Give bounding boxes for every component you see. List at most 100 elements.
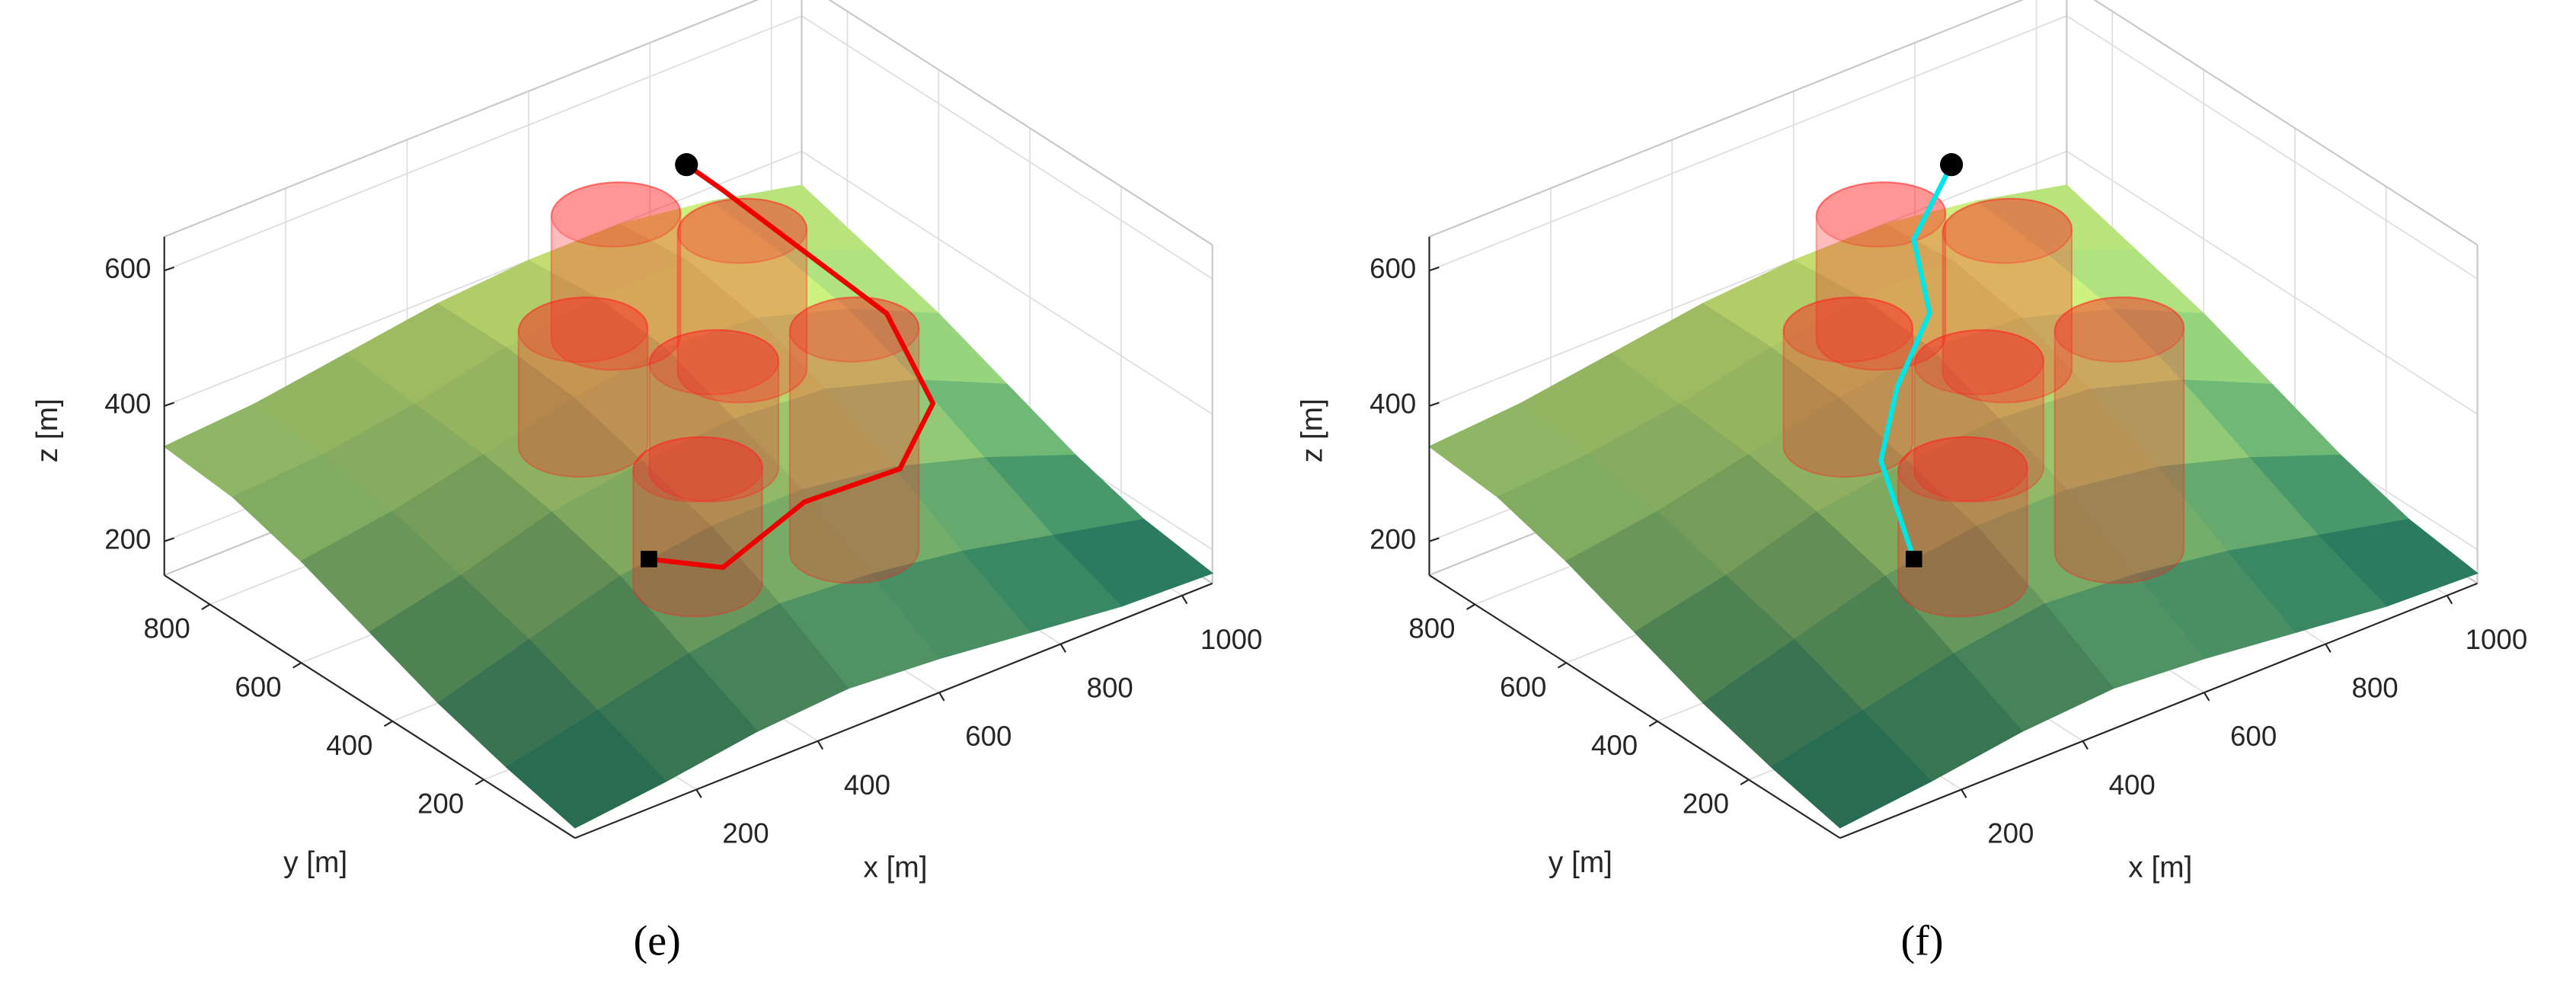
y-tick-label: 800 [1408, 613, 1455, 644]
y-axis [1428, 574, 1841, 839]
x-tick-label: 600 [2230, 721, 2277, 752]
x-tick [1181, 595, 1188, 605]
x-axis-label: x [m] [863, 851, 927, 884]
obstacle-top [2053, 296, 2185, 363]
grid-line [801, 15, 1213, 280]
x-tick [817, 740, 824, 750]
x-tick [2325, 643, 2332, 653]
z-axis-label: z [m] [1296, 398, 1329, 462]
x-tick [938, 692, 945, 702]
z-tick [1429, 401, 1440, 407]
panel: 200 400 600 800 1000 200 400 600 800 200 400 600 x [… [1296, 0, 2527, 964]
y-tick-label: 400 [1591, 730, 1638, 761]
x-axis [1839, 582, 2478, 839]
goal-marker [641, 551, 657, 567]
box-edge [1429, 0, 2025, 238]
obstacle-body [517, 296, 649, 478]
obstacle-body [2053, 296, 2185, 584]
y-axis-label: y [m] [1548, 846, 1612, 879]
grid-line [1429, 150, 2067, 407]
x-axis-label: x [m] [2128, 851, 2192, 884]
y-tick-label: 800 [144, 613, 190, 644]
obstacle-top [788, 296, 920, 363]
y-tick [201, 603, 211, 610]
z-tick-label: 200 [104, 523, 151, 555]
obstacle-top [1815, 181, 1947, 248]
y-tick-label: 400 [326, 730, 372, 761]
z-tick [1429, 537, 1440, 542]
y-tick-label: 200 [417, 788, 464, 820]
grid-line [2066, 15, 2479, 280]
z-tick [164, 266, 174, 272]
obstacle-top [1942, 197, 2073, 264]
y-tick [383, 720, 393, 727]
box-edge [164, 0, 759, 238]
y-tick [1648, 720, 1658, 727]
y-axis-label: y [m] [283, 846, 347, 879]
obstacle-top [1897, 436, 2028, 503]
x-tick-label: 1000 [2466, 624, 2528, 655]
y-tick [292, 662, 302, 669]
obstacle-body [1942, 197, 2073, 404]
obstacle-body [1782, 296, 1914, 478]
obstacle-top [632, 436, 763, 503]
x-tick [2082, 740, 2089, 750]
y-tick-label: 600 [235, 671, 281, 702]
grid-line [1429, 15, 2067, 272]
obstacle-top [517, 296, 649, 363]
x-tick-label: 200 [722, 818, 769, 849]
obstacle-top [648, 329, 780, 395]
obstacle-body [788, 296, 920, 584]
y-tick-label: 600 [1500, 671, 1546, 702]
x-tick [2446, 595, 2453, 605]
x-tick-label: 400 [2109, 769, 2156, 801]
x-tick [695, 788, 702, 798]
z-axis-label: z [m] [31, 398, 64, 462]
x-tick-label: 1000 [1200, 624, 1263, 655]
grid-line [2066, 150, 2479, 415]
grid-line [164, 150, 802, 407]
panel: 200 400 600 800 1000 200 400 600 800 200 400 600 x [… [31, 0, 1262, 964]
obstacle-body [632, 436, 763, 618]
z-tick [164, 401, 174, 407]
x-tick-label: 600 [965, 721, 1012, 752]
y-tick [1740, 778, 1750, 785]
x-tick-label: 800 [2351, 673, 2398, 704]
surface-patch [505, 710, 667, 829]
box-edge [2093, 0, 2479, 246]
x-tick-label: 400 [844, 769, 890, 801]
path-line [1878, 163, 1954, 561]
start-marker [1939, 153, 1964, 177]
z-tick-label: 600 [104, 253, 151, 284]
obstacle-body [648, 329, 780, 503]
grid-line [164, 15, 802, 272]
y-tick-label: 200 [1683, 788, 1729, 820]
x-tick [2204, 692, 2210, 702]
z-tick [1429, 266, 1440, 272]
panel-label: (f) [1901, 917, 1944, 964]
obstacle-body [1897, 436, 2028, 618]
obstacle-top [550, 181, 682, 248]
goal-marker [1905, 551, 1922, 567]
z-tick [164, 537, 174, 542]
y-tick [475, 778, 484, 785]
obstacle-body [1815, 181, 1947, 371]
y-axis [164, 574, 576, 839]
obstacle-top [676, 197, 808, 264]
z-tick-label: 200 [1369, 523, 1416, 555]
box-edge [828, 0, 1213, 246]
obstacle-body [550, 181, 682, 371]
panel-label: (e) [634, 917, 681, 964]
x-tick [1961, 788, 1967, 798]
x-tick [1059, 643, 1066, 653]
obstacle-top [1913, 329, 2045, 395]
x-tick-label: 800 [1087, 673, 1133, 704]
obstacle-body [1913, 329, 2045, 503]
surface-patch [1770, 710, 1932, 829]
obstacle-top [1782, 296, 1914, 363]
start-marker [675, 153, 698, 177]
grid-line [801, 150, 1213, 415]
y-tick [1557, 662, 1567, 669]
